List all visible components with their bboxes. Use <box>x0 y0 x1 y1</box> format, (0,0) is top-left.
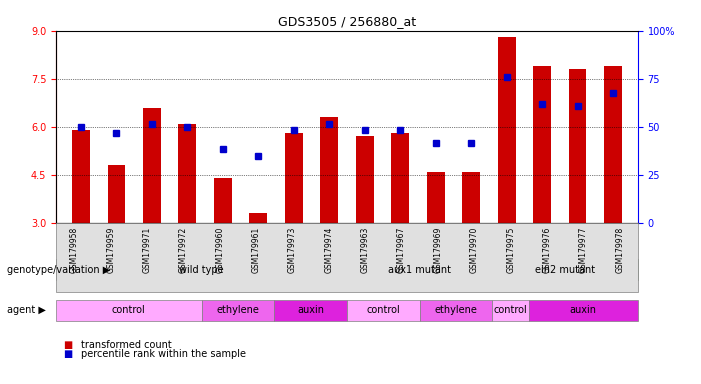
Text: GSM179969: GSM179969 <box>433 227 442 273</box>
Bar <box>569 69 587 223</box>
Text: ethylene: ethylene <box>435 305 477 315</box>
Bar <box>107 165 125 223</box>
Text: transformed count: transformed count <box>81 339 171 349</box>
Bar <box>533 66 551 223</box>
Text: GSM179976: GSM179976 <box>543 227 552 273</box>
Text: ethylene: ethylene <box>217 305 259 315</box>
Text: GSM179974: GSM179974 <box>325 227 333 273</box>
Bar <box>250 213 267 223</box>
Text: auxin: auxin <box>570 305 597 315</box>
Text: GSM179977: GSM179977 <box>579 227 588 273</box>
Bar <box>72 130 90 223</box>
Bar <box>285 133 303 223</box>
Text: ■: ■ <box>63 349 72 359</box>
Text: control: control <box>367 305 400 315</box>
Bar <box>214 178 232 223</box>
Text: agent ▶: agent ▶ <box>7 305 46 315</box>
Text: wild type: wild type <box>179 265 224 275</box>
Text: GSM179967: GSM179967 <box>397 227 406 273</box>
Bar <box>498 37 515 223</box>
Bar <box>356 136 374 223</box>
Text: ein2 mutant: ein2 mutant <box>535 265 595 275</box>
Text: GSM179959: GSM179959 <box>106 227 115 273</box>
Bar <box>320 117 338 223</box>
Bar <box>179 124 196 223</box>
Title: GDS3505 / 256880_at: GDS3505 / 256880_at <box>278 15 416 28</box>
Text: ■: ■ <box>63 339 72 349</box>
Text: GSM179978: GSM179978 <box>615 227 624 273</box>
Text: genotype/variation ▶: genotype/variation ▶ <box>7 265 110 275</box>
Text: GSM179971: GSM179971 <box>142 227 151 273</box>
Text: GSM179970: GSM179970 <box>470 227 479 273</box>
Bar <box>427 172 444 223</box>
Text: aux1 mutant: aux1 mutant <box>388 265 451 275</box>
Bar <box>143 108 161 223</box>
Text: control: control <box>112 305 146 315</box>
Bar <box>604 66 622 223</box>
Text: auxin: auxin <box>297 305 324 315</box>
Text: GSM179963: GSM179963 <box>361 227 369 273</box>
Text: percentile rank within the sample: percentile rank within the sample <box>81 349 245 359</box>
Text: GSM179975: GSM179975 <box>506 227 515 273</box>
Text: GSM179972: GSM179972 <box>179 227 188 273</box>
Text: GSM179958: GSM179958 <box>70 227 79 273</box>
Text: GSM179961: GSM179961 <box>252 227 261 273</box>
Bar <box>391 133 409 223</box>
Bar <box>462 172 480 223</box>
Text: GSM179973: GSM179973 <box>288 227 297 273</box>
Text: control: control <box>494 305 528 315</box>
Text: GSM179960: GSM179960 <box>215 227 224 273</box>
